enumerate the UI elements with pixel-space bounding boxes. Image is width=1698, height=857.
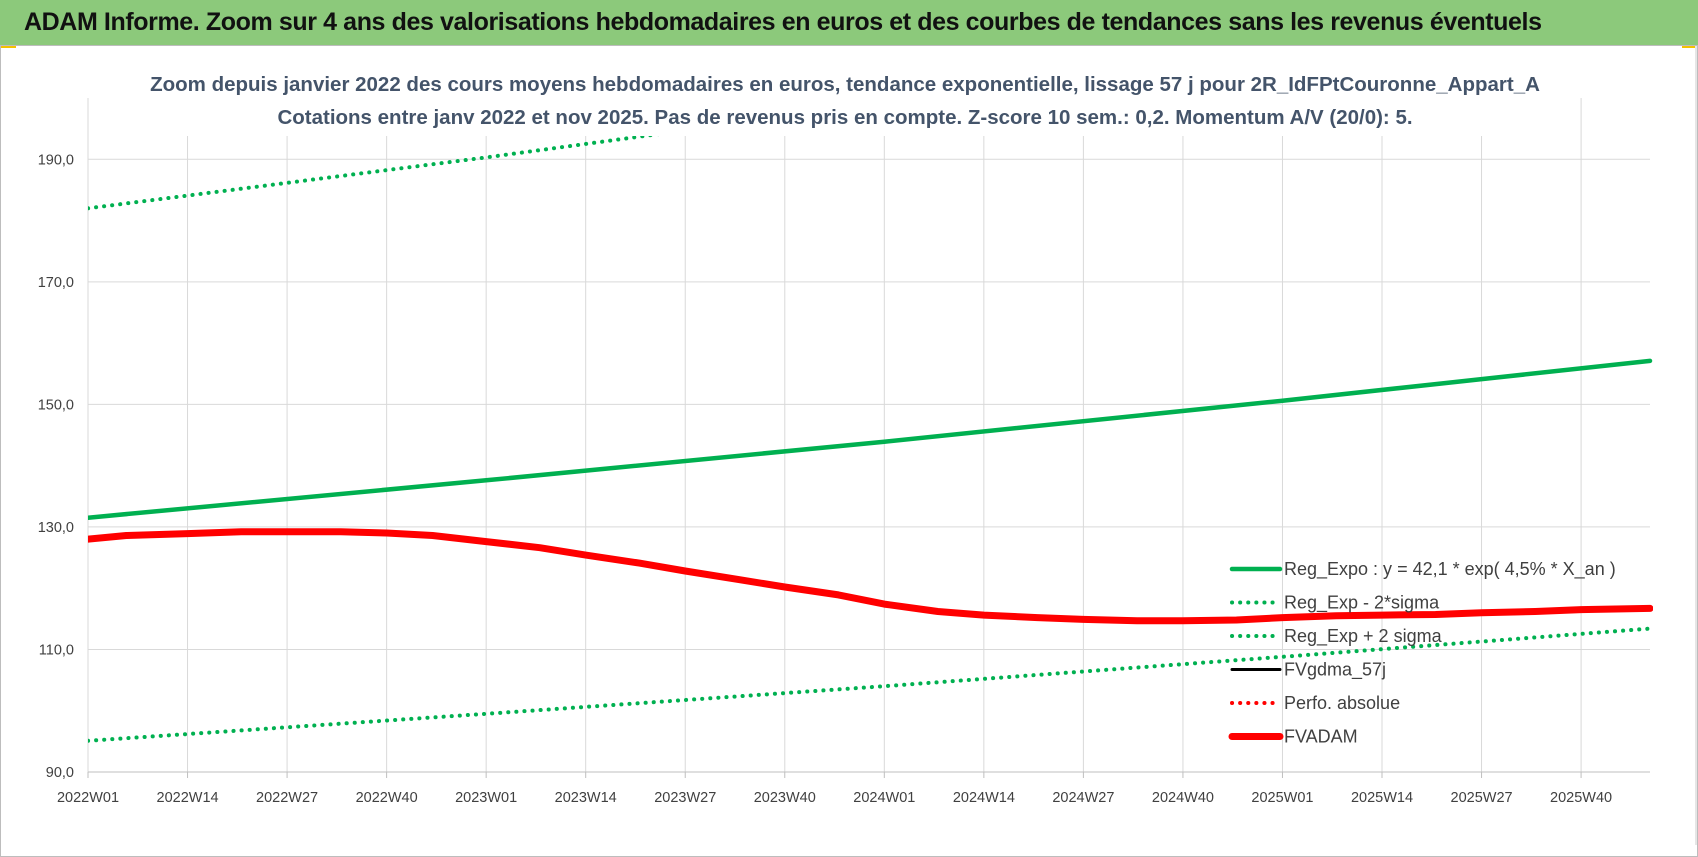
x-tick-label: 2024W27 [1052,790,1114,806]
legend-label: FVADAM [1284,727,1358,747]
series-line-reg-expo-y-42-1-exp-4-5-x-an [88,358,1653,520]
legend-label: Perfo. absolue [1284,693,1400,713]
report-banner-title: ADAM Informe. Zoom sur 4 ans des valoris… [0,0,1698,45]
legend-label: FVgdma_57j [1284,660,1386,681]
y-tick-label: 190,0 [38,152,74,168]
x-tick-label: 2022W27 [256,790,318,806]
x-tick-label: 2023W01 [455,790,517,806]
grid-lines [87,98,1650,778]
chart-title: Zoom depuis janvier 2022 des cours moyen… [150,73,1540,96]
chart-subtitle: Cotations entre janv 2022 et nov 2025. P… [277,106,1412,129]
y-axis-tick-labels: 90,0 110,0 130,0 150,0 170,0 190,0 [38,152,74,781]
x-axis-tick-labels: 2022W01 2022W14 2022W27 2022W40 2023W01 2023W… [57,790,1612,806]
corner-mark-top-left [0,45,16,48]
x-tick-label: 2023W14 [555,790,617,806]
series-line-fvadam [88,528,1653,625]
y-tick-label: 170,0 [38,275,74,291]
y-tick-label: 110,0 [39,642,74,658]
corner-mark-top-right [1682,45,1698,48]
title-background [170,64,1520,136]
legend-label: Reg_Exp - 2*sigma [1284,593,1440,614]
x-tick-label: 2022W40 [356,790,418,806]
y-tick-label: 130,0 [38,520,74,536]
x-tick-label: 2025W40 [1550,790,1612,806]
x-tick-label: 2024W01 [853,790,915,806]
x-tick-label: 2023W27 [654,790,716,806]
corner-mark-right [1695,45,1698,845]
x-tick-label: 2025W27 [1451,790,1513,806]
x-tick-label: 2023W40 [754,790,816,806]
legend-label: Reg_Expo : y = 42,1 * exp( 4,5% * X_an ) [1284,559,1616,580]
x-tick-label: 2022W14 [157,790,219,806]
x-tick-label: 2025W14 [1351,790,1413,806]
y-tick-label: 90,0 [46,765,74,781]
legend-label: Reg_Exp + 2 sigma [1284,626,1443,647]
legend: Reg_Expo : y = 42,1 * exp( 4,5% * X_an )… [1228,559,1616,747]
x-tick-label: 2024W40 [1152,790,1214,806]
series-line-reg-exp-2-sigma [88,626,1652,743]
y-tick-label: 150,0 [38,397,74,413]
x-tick-label: 2025W01 [1251,790,1313,806]
x-tick-label: 2024W14 [953,790,1015,806]
x-tick-label: 2022W01 [57,790,119,806]
